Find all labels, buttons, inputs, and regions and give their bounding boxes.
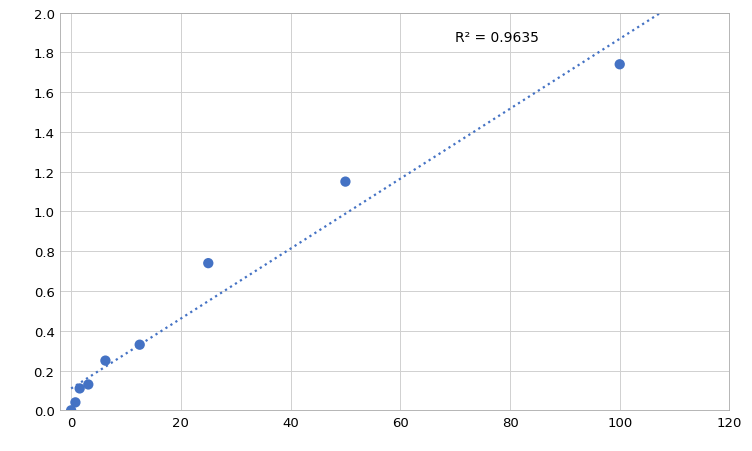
Text: R² = 0.9635: R² = 0.9635 [455,31,539,45]
Point [69,399,81,406]
Point [339,179,351,186]
Point [202,260,214,267]
Point [82,381,94,388]
Point [134,341,146,349]
Point [614,61,626,69]
Point [65,407,77,414]
Point [99,357,111,364]
Point [74,385,86,392]
